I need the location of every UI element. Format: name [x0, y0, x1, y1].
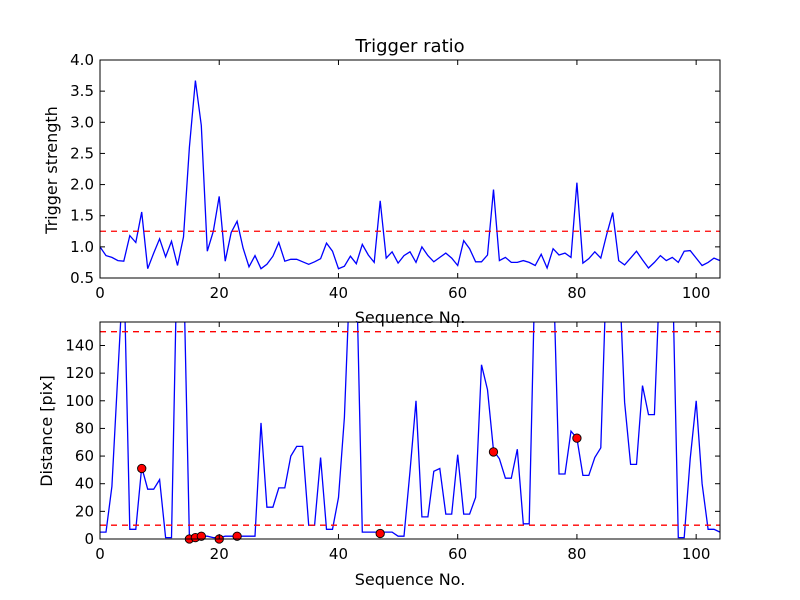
series-line	[100, 80, 720, 270]
x-tick-label: 60	[448, 545, 467, 563]
x-axis-label: Sequence No.	[355, 308, 466, 327]
y-axis-label: Distance [pix]	[37, 375, 56, 487]
y-tick-label: 1.5	[70, 207, 94, 225]
distance-chart: 0 20 40 60 80 100 0 20 40 60 80 100 120 140 Sequence …	[37, 321, 721, 589]
x-tick-label: 20	[210, 545, 229, 563]
x-tick-label: 40	[329, 284, 348, 302]
y-tick-label: 0.5	[70, 269, 94, 287]
axes-frame	[99, 59, 721, 279]
x-tick-label: 100	[682, 545, 711, 563]
data-marker	[196, 531, 206, 541]
y-tick-label: 140	[65, 336, 94, 354]
data-marker	[232, 531, 242, 541]
data-marker	[488, 447, 499, 457]
y-tick-label: 40	[75, 475, 94, 493]
y-tick-label: 2.5	[70, 144, 94, 162]
y-tick-label: 2.0	[70, 176, 94, 194]
distance-plot-area: 0 20 40 60 80 100 0 20 40 60 80 100 120 140	[65, 321, 721, 563]
y-tick-label: 3.5	[70, 82, 94, 100]
axes-frame	[99, 321, 721, 540]
y-tick-label: 20	[75, 502, 94, 520]
y-tick-label: 0	[84, 530, 94, 548]
data-marker	[137, 463, 147, 474]
x-tick-label: 100	[682, 284, 711, 302]
x-tick-label: 80	[567, 284, 586, 302]
y-tick-label: 4.0	[70, 51, 94, 69]
x-tick-label: 80	[567, 545, 586, 563]
x-axis-label: Sequence No.	[355, 570, 466, 589]
y-tick-label: 3.0	[70, 113, 94, 131]
y-axis-label: Trigger strength	[42, 106, 61, 235]
x-tick-label: 40	[329, 545, 348, 563]
data-marker	[572, 433, 582, 443]
y-tick-label: 60	[75, 447, 94, 465]
y-tick-label: 1.0	[70, 238, 94, 256]
y-tick-label: 120	[65, 364, 94, 382]
trigger-ratio-plot-area: 0 20 40 60 80 100 0.5 1.0 1.5 2.0 2.5 3.0 3.5 4.0	[70, 51, 721, 302]
x-tick-label: 20	[210, 284, 229, 302]
chart-title: Trigger ratio	[354, 36, 464, 57]
x-tick-label: 0	[95, 545, 105, 563]
y-tick-label: 100	[65, 392, 94, 410]
data-marker	[375, 528, 385, 539]
plot-content	[100, 80, 720, 270]
x-tick-label: 0	[95, 284, 105, 302]
x-tick-label: 60	[448, 284, 467, 302]
y-tick-label: 80	[75, 419, 94, 437]
